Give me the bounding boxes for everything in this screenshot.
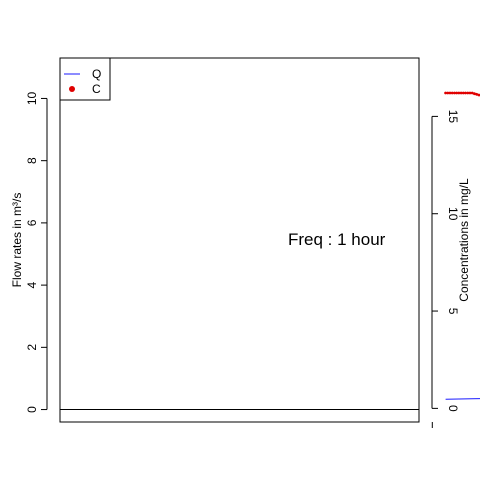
y-axis-left-title: Flow rates in m³/s xyxy=(10,193,24,288)
y-right-tick-label: 15 xyxy=(446,110,460,124)
series-c-point xyxy=(444,91,447,95)
y-left-tick-label: 0 xyxy=(25,406,39,413)
y-left-tick-label: 4 xyxy=(25,281,39,288)
y-left-tick-label: 8 xyxy=(25,157,39,164)
y-right-tick-label: 5 xyxy=(446,308,460,315)
y-right-tick-label: 10 xyxy=(446,207,460,221)
y-left-tick-label: 2 xyxy=(25,344,39,351)
frequency-annotation: Freq : 1 hour xyxy=(288,230,386,249)
axes-layer: 024681005101512/0112/1512/2901/1201/26 xyxy=(25,91,460,428)
plot-frame xyxy=(59,57,420,423)
series-c-point xyxy=(457,91,461,95)
series-c-point xyxy=(461,91,465,95)
legend-c-dot-icon xyxy=(69,86,75,92)
y-left-tick-label: 10 xyxy=(25,91,39,105)
series-layer xyxy=(444,91,480,400)
series-c-point xyxy=(473,92,476,96)
legend-c-label: C xyxy=(92,82,101,96)
series-c-point xyxy=(466,91,470,95)
series-c-point xyxy=(464,91,467,95)
legend: Q C xyxy=(59,57,111,101)
series-c-point xyxy=(468,91,472,95)
series-c-point xyxy=(459,91,463,95)
y-left-tick-label: 6 xyxy=(25,219,39,226)
series-c-point xyxy=(477,93,480,97)
series-c-point xyxy=(450,91,454,95)
y-axis-right-title: Concentrations in mg/L xyxy=(457,178,471,302)
y-right-tick-label: 0 xyxy=(446,405,460,412)
series-c-point xyxy=(453,91,456,95)
legend-box xyxy=(59,57,111,101)
series-c-point xyxy=(446,91,450,95)
series-c-point xyxy=(470,91,474,95)
legend-q-label: Q xyxy=(92,67,101,81)
series-c-point xyxy=(475,92,478,96)
series-c-point xyxy=(455,91,459,95)
series-c-point xyxy=(448,91,452,95)
